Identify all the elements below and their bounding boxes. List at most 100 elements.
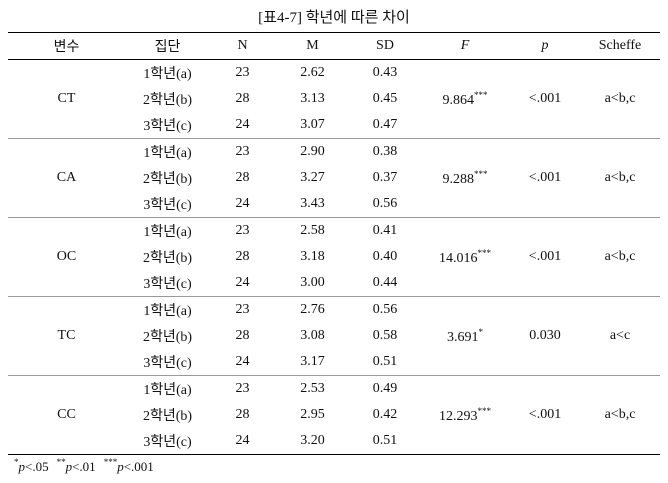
cell: 3학년(c) <box>143 119 192 134</box>
cell: 2.95 <box>300 407 325 422</box>
cell: 0.41 <box>350 217 420 244</box>
cell: 1학년(a) <box>125 375 210 402</box>
footnote-item: ***p<.001 <box>104 457 154 474</box>
cell: 28 <box>235 407 250 422</box>
cell: 28 <box>235 170 250 185</box>
header-cell: p <box>510 32 580 60</box>
cell: 2.62 <box>300 65 325 80</box>
cell: 3.20 <box>300 433 325 448</box>
cell: 0.37 <box>372 170 398 185</box>
f-cell: 12.293*** <box>420 375 510 455</box>
table-row: CC 1학년(a) 23 2.53 0.49 12.293*** <.001 a<b,c <box>8 375 660 455</box>
cell: 2학년(b) <box>142 251 193 266</box>
footnote-p: p <box>117 459 124 474</box>
header-cell: SD <box>350 32 420 60</box>
f-value: 14.016 <box>439 250 478 266</box>
table-row: 3학년(c) 24 3.00 0.44 <box>8 270 660 297</box>
cell: 0.42 <box>372 407 398 422</box>
cell: 0.44 <box>372 275 398 290</box>
scheffe-cell: a<b,c <box>580 375 660 455</box>
variable-cell: CA <box>8 138 125 218</box>
p-cell: 0.030 <box>510 296 580 376</box>
header-cell: F <box>420 32 510 60</box>
cell: 3학년(c) <box>143 198 192 213</box>
table-row: 3학년(c) 24 3.43 0.56 <box>8 191 660 218</box>
header-cell: N <box>210 32 275 60</box>
cell: 2.90 <box>275 138 350 165</box>
significance: * <box>478 326 484 337</box>
significance: *** <box>474 168 488 179</box>
cell: 2.53 <box>275 375 350 402</box>
cell: 1학년(a) <box>125 217 210 244</box>
cell: 2학년(b) <box>142 172 193 187</box>
cell: 3.17 <box>300 354 325 369</box>
table-row: 2학년(b) 28 2.95 0.42 <box>8 402 660 428</box>
footnote-p: p <box>18 459 26 474</box>
variable-cell: OC <box>8 217 125 297</box>
scheffe-cell: a<b,c <box>604 91 636 106</box>
cell: 0.51 <box>372 354 398 369</box>
cell: 23 <box>210 138 275 165</box>
cell: 3.27 <box>300 170 325 185</box>
scheffe-cell: a<b,c <box>580 138 660 218</box>
cell: 1학년(a) <box>143 67 192 82</box>
variable-cell: TC <box>8 296 125 376</box>
cell: 24 <box>235 196 250 211</box>
cell: 3학년(c) <box>143 435 192 450</box>
table-row: 2학년(b) 28 3.08 0.58 <box>8 323 660 349</box>
cell: 1학년(a) <box>125 296 210 323</box>
cell: 24 <box>235 275 250 290</box>
cell: 3학년(c) <box>143 277 192 292</box>
significance: *** <box>477 405 492 416</box>
table-row: 2학년(b) 28 3.13 0.45 <box>8 86 660 112</box>
cell: 24 <box>235 117 250 132</box>
footnote-mark: ** <box>56 457 66 467</box>
cell: 2.76 <box>275 296 350 323</box>
cell: 28 <box>235 249 250 264</box>
variable-cell: CT <box>57 91 76 106</box>
cell: 28 <box>235 91 250 106</box>
cell: 0.58 <box>372 328 398 343</box>
cell: 28 <box>235 328 250 343</box>
scheffe-cell: a<c <box>580 296 660 376</box>
p-cell: <.001 <box>510 138 580 218</box>
table-row: OC 1학년(a) 23 2.58 0.41 14.016*** <.001 a<b,c <box>8 217 660 297</box>
table-row: 3학년(c) 24 3.07 0.47 <box>8 112 660 139</box>
footnote-item: **p<.01 <box>56 457 96 474</box>
table-title: [표4-7] 학년에 따른 차이 <box>258 10 410 26</box>
cell: 23 <box>210 217 275 244</box>
f-cell: 9.864*** <box>420 60 510 139</box>
cell: 3.00 <box>300 275 325 290</box>
footnote: *p<.05 **p<.01 ***p<.001 <box>14 457 162 475</box>
variable-cell: CC <box>8 375 125 455</box>
footnote-item: *p<.05 <box>14 457 49 474</box>
p-cell: <.001 <box>528 91 562 106</box>
cell: 3.07 <box>300 117 325 132</box>
significance: *** <box>477 247 492 258</box>
table-row: 2학년(b) 28 3.18 0.40 <box>8 244 660 270</box>
cell: 1학년(a) <box>125 138 210 165</box>
footnote-text: <.01 <box>72 459 96 474</box>
p-cell: <.001 <box>510 375 580 455</box>
cell: 2.58 <box>275 217 350 244</box>
header-cell: 집단 <box>125 32 210 60</box>
cell: 0.56 <box>372 196 398 211</box>
scheffe-cell: a<b,c <box>580 217 660 297</box>
header-cell: 변수 <box>8 32 125 60</box>
cell: 2학년(b) <box>142 93 193 108</box>
cell: 3.08 <box>300 328 325 343</box>
cell: 0.40 <box>372 249 398 264</box>
footnote-mark: * <box>14 457 19 467</box>
table-row: TC 1학년(a) 23 2.76 0.56 3.691* 0.030 a<c <box>8 296 660 376</box>
cell: 2학년(b) <box>142 409 193 424</box>
f-cell: 3.691* <box>420 296 510 376</box>
f-cell: 9.288*** <box>420 138 510 218</box>
cell: 24 <box>235 354 250 369</box>
cell: 24 <box>235 433 250 448</box>
cell: 0.47 <box>372 117 398 132</box>
f-cell: 14.016*** <box>420 217 510 297</box>
cell: 3.13 <box>300 91 325 106</box>
